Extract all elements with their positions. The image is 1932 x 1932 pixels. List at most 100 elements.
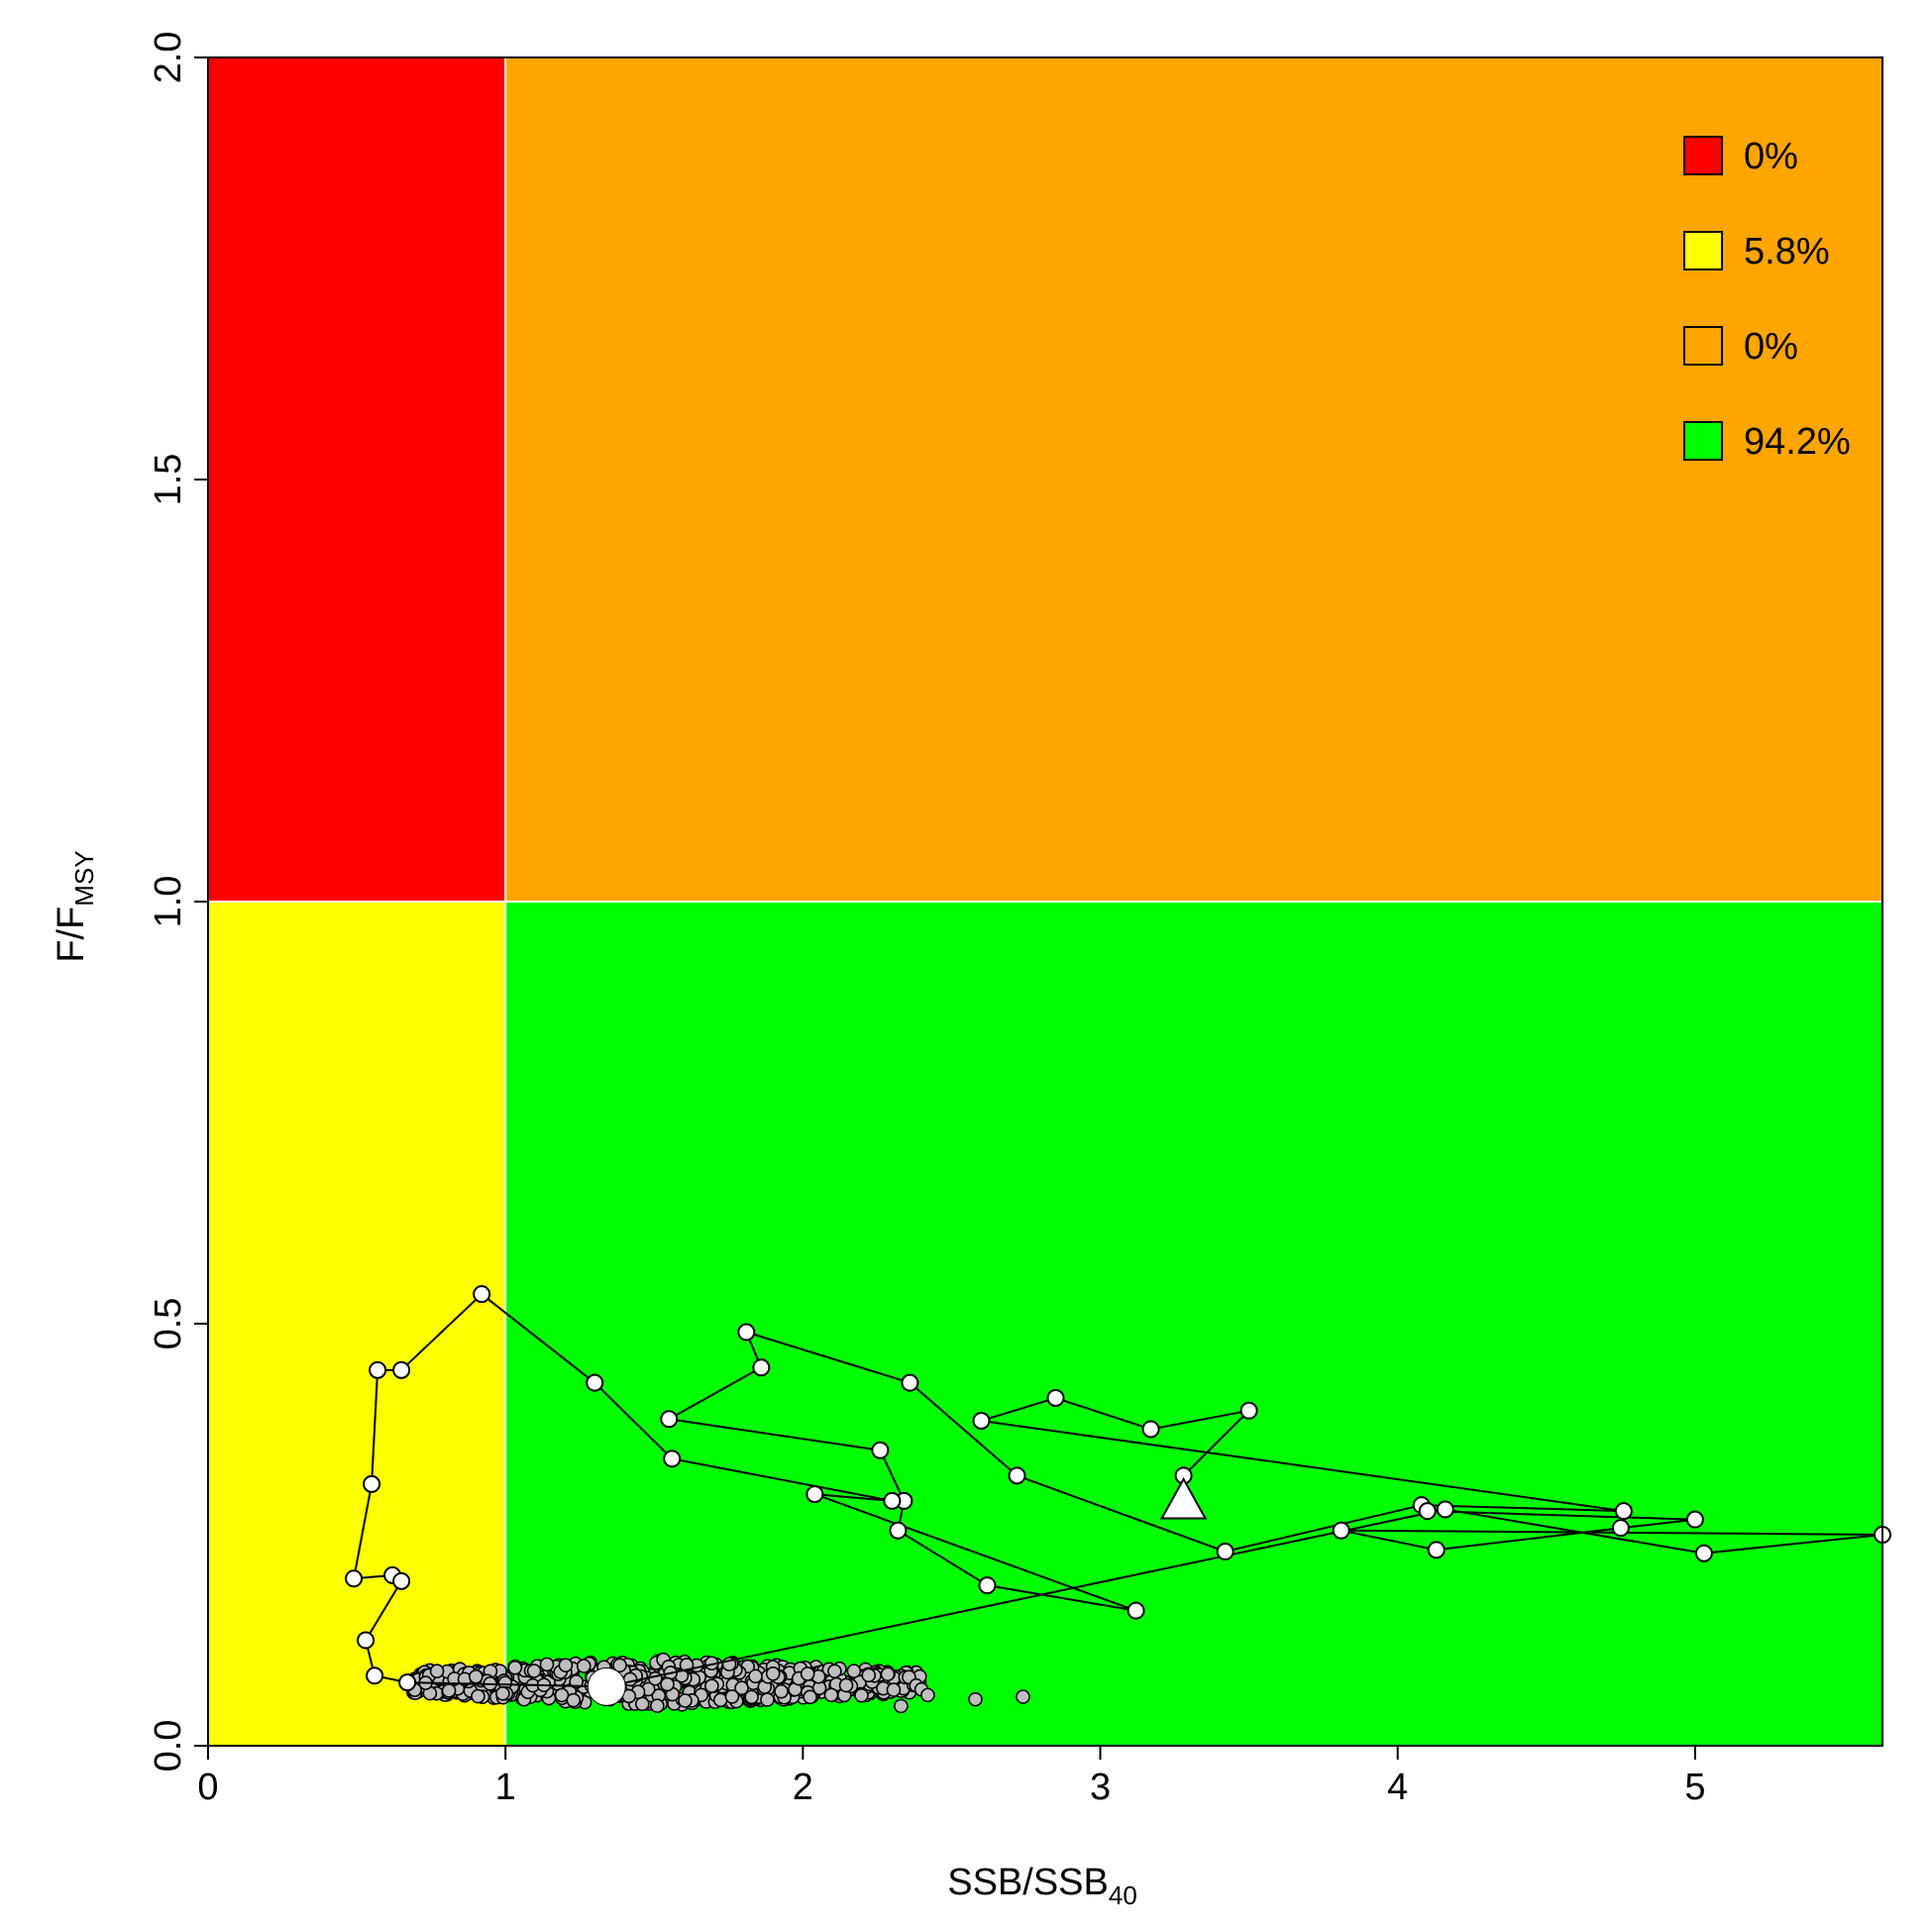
trajectory-point xyxy=(1685,1510,1704,1529)
projection-point xyxy=(558,1658,574,1673)
projection-point xyxy=(734,1680,749,1696)
projection-point xyxy=(526,1664,542,1678)
projection-point xyxy=(678,1693,693,1708)
projection-point xyxy=(968,1691,983,1707)
projection-point xyxy=(471,1688,485,1704)
trajectory-point xyxy=(1332,1521,1350,1540)
trajectory-point xyxy=(1427,1541,1446,1559)
trajectory-point xyxy=(1046,1388,1065,1407)
trajectory-point xyxy=(972,1411,991,1430)
key-markers xyxy=(587,1476,1208,1706)
projection-point xyxy=(1016,1689,1030,1704)
trajectory-point xyxy=(366,1666,384,1685)
projection-point xyxy=(660,1676,675,1692)
projection-point xyxy=(800,1666,815,1681)
projection-point xyxy=(648,1670,663,1686)
projection-point xyxy=(838,1677,854,1693)
zone-overfished-overfishing xyxy=(208,57,506,902)
trajectory-point xyxy=(473,1285,491,1304)
trajectory-point xyxy=(586,1373,604,1392)
x-tick-label: 4 xyxy=(1387,1767,1408,1808)
trajectory-point xyxy=(805,1485,824,1504)
projection-point xyxy=(569,1674,585,1689)
legend-label: 0% xyxy=(1744,136,1798,177)
x-tick-label: 3 xyxy=(1090,1767,1111,1808)
legend-swatch xyxy=(1683,421,1723,461)
trajectory-point xyxy=(1418,1502,1437,1521)
trajectory-point xyxy=(883,1491,902,1510)
y-tick-label: 2.0 xyxy=(148,32,189,84)
legend-label: 5.8% xyxy=(1744,231,1830,272)
x-tick-label: 1 xyxy=(495,1767,516,1808)
projection-point xyxy=(429,1664,445,1679)
projection-point xyxy=(634,1696,650,1712)
projection-point xyxy=(920,1687,935,1703)
projection-point xyxy=(827,1664,842,1679)
trajectory-point xyxy=(369,1360,387,1379)
legend: 0% 5.8% 0% 94.2% xyxy=(1683,136,1851,463)
trajectory-point xyxy=(752,1358,771,1377)
projection-point xyxy=(554,1687,570,1703)
trajectory-point xyxy=(901,1373,919,1392)
x-axis-title-main: SSB/SSB xyxy=(947,1862,1109,1903)
trajectory-point xyxy=(398,1673,417,1692)
axes: 0 1 2 3 4 5 0.0 0.5 1.0 1.5 2.0 xyxy=(148,32,1705,1808)
projection-point xyxy=(566,1692,582,1708)
x-axis-title-sub: 40 xyxy=(1109,1880,1137,1910)
projection-point xyxy=(823,1687,839,1703)
projection-point xyxy=(744,1689,759,1705)
projection-point xyxy=(539,1657,555,1672)
projection-point xyxy=(704,1678,719,1693)
trajectory xyxy=(345,1285,1891,1696)
zone-healthy xyxy=(505,902,1882,1746)
trajectory-point xyxy=(392,1360,411,1379)
projection-point xyxy=(803,1689,817,1705)
trajectory-point xyxy=(1239,1401,1258,1420)
legend-label: 94.2% xyxy=(1744,421,1851,463)
projection-point xyxy=(469,1668,483,1684)
projection-point xyxy=(861,1667,877,1683)
zone-overfished xyxy=(208,902,506,1746)
projection-point xyxy=(612,1658,627,1673)
projection-point xyxy=(765,1665,781,1681)
trajectory-point xyxy=(1614,1502,1633,1521)
trajectory-point xyxy=(345,1569,364,1588)
trajectory-point xyxy=(737,1323,756,1342)
legend-label: 0% xyxy=(1744,326,1798,368)
trajectory-point xyxy=(889,1521,908,1540)
y-tick-label: 1.0 xyxy=(148,876,189,928)
trajectory-point xyxy=(1436,1500,1454,1519)
projection-point xyxy=(854,1687,869,1703)
y-tick-label: 0.0 xyxy=(148,1720,189,1772)
projection-point xyxy=(650,1698,665,1714)
y-axis-title: F/FMSY xyxy=(51,850,99,962)
y-tick-label: 1.5 xyxy=(148,454,189,506)
x-tick-label: 0 xyxy=(197,1767,218,1808)
projection-point xyxy=(507,1660,523,1675)
trajectory-point xyxy=(392,1571,411,1590)
zone-overfishing xyxy=(505,57,1882,902)
projection-mean-point xyxy=(587,1666,626,1706)
trajectory-point xyxy=(1127,1601,1145,1620)
y-tick-label: 0.5 xyxy=(148,1298,189,1350)
trajectory-point xyxy=(1216,1543,1234,1561)
trajectory-point xyxy=(1141,1420,1160,1439)
projection-point xyxy=(846,1664,862,1678)
y-axis-title-main: F/F xyxy=(51,907,92,963)
projection-point xyxy=(774,1683,789,1699)
trajectory-point xyxy=(357,1631,376,1650)
projection-point xyxy=(495,1686,510,1701)
x-tick-label: 5 xyxy=(1684,1767,1705,1808)
x-axis-title: SSB/SSB40 xyxy=(947,1862,1137,1910)
terminal-year-triangle xyxy=(1159,1476,1208,1520)
legend-swatch xyxy=(1683,231,1723,270)
projection-point xyxy=(724,1689,740,1704)
projection-point xyxy=(576,1659,591,1673)
projection-point xyxy=(894,1698,909,1714)
trajectory-point xyxy=(1611,1519,1630,1538)
projection-point xyxy=(748,1668,763,1684)
legend-swatch xyxy=(1683,326,1723,366)
projection-point xyxy=(441,1683,457,1698)
trajectory-point xyxy=(1694,1544,1713,1562)
